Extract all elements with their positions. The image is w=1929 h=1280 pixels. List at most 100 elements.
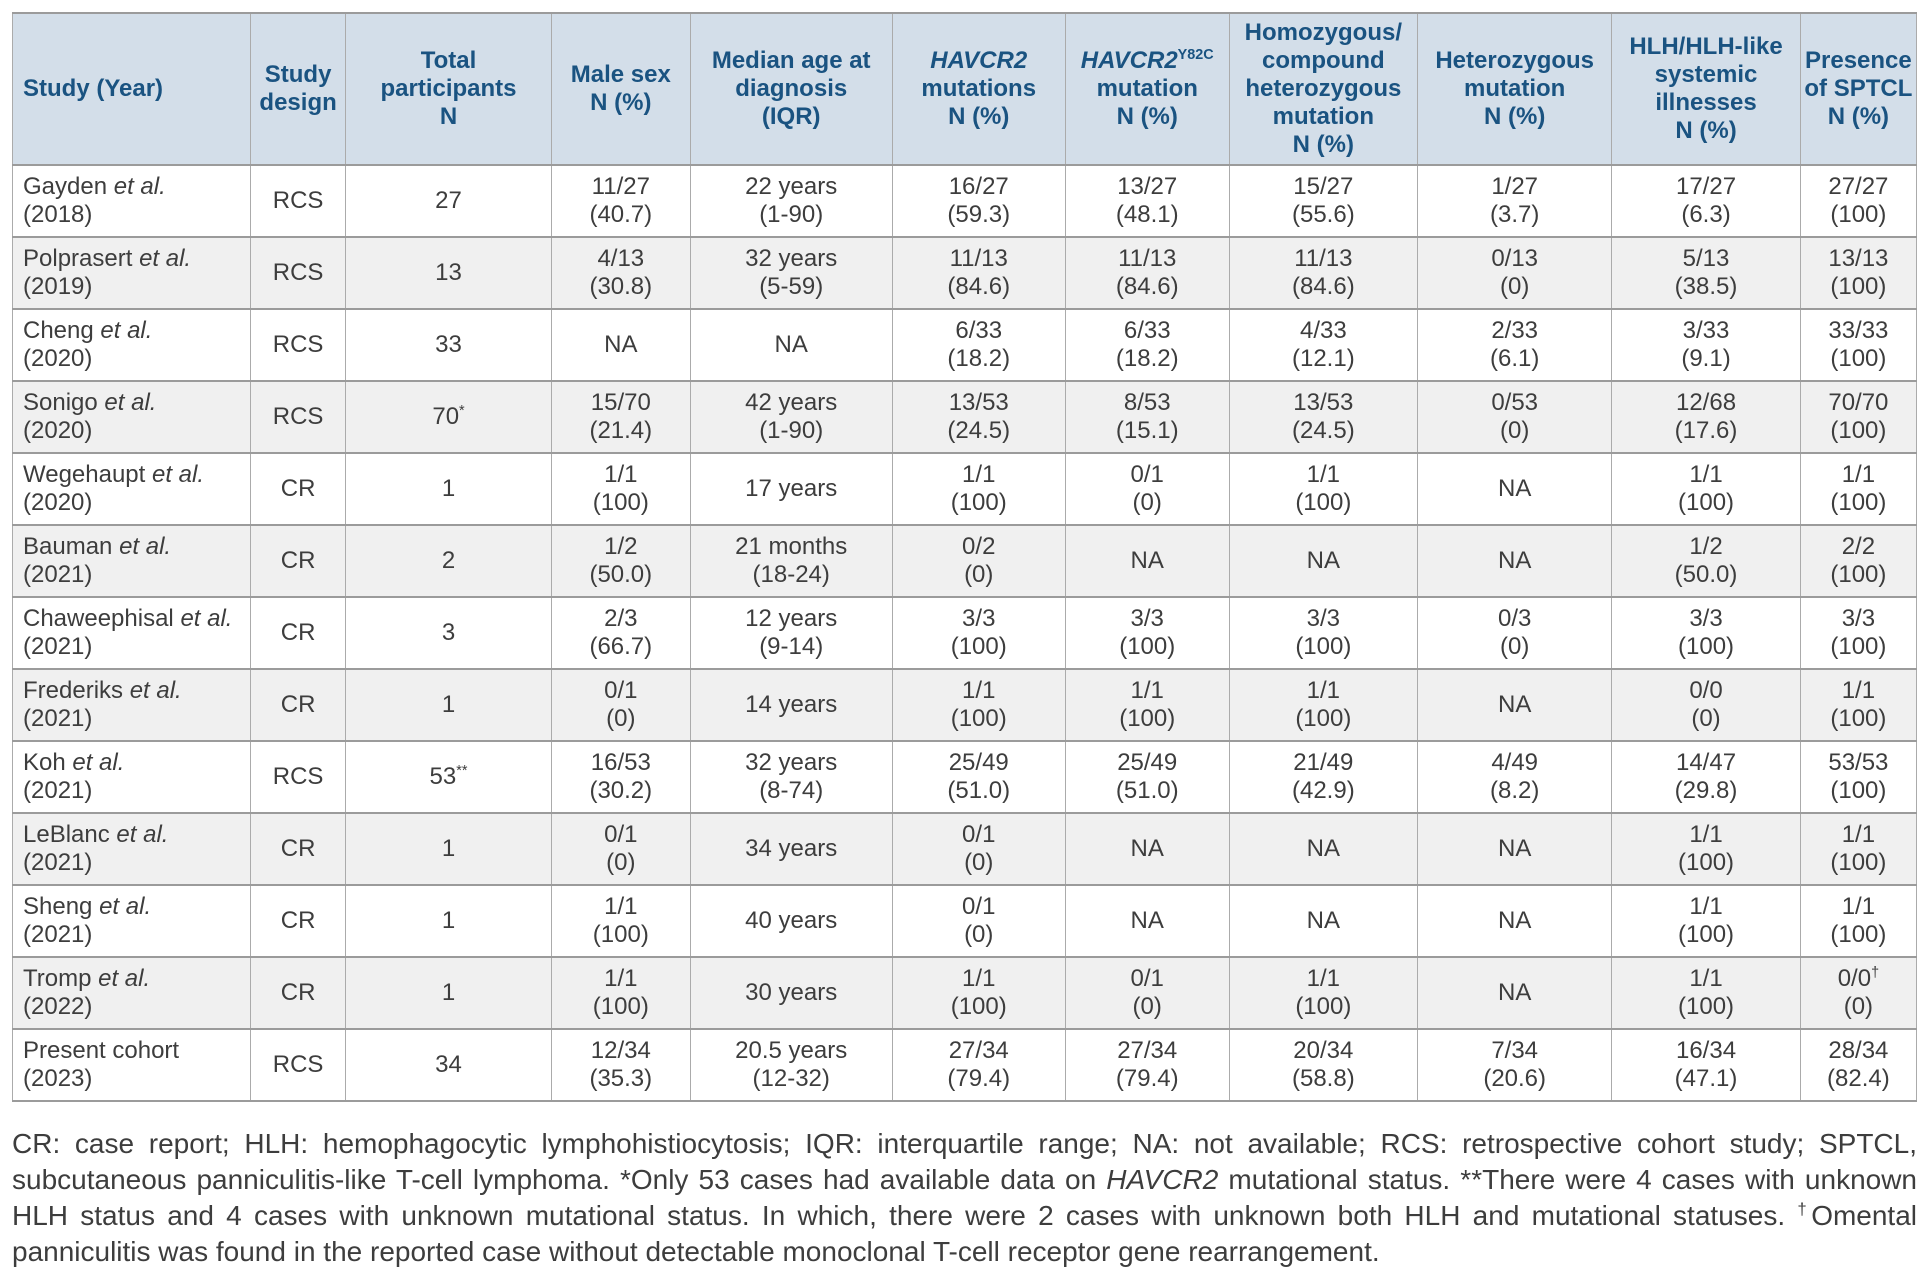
cell-study-design: RCS bbox=[249, 1028, 347, 1102]
cell-male-sex: 15/70 (21.4) bbox=[550, 380, 691, 454]
cell-study-design: RCS bbox=[249, 380, 347, 454]
cell-median-age: 34 years bbox=[689, 812, 893, 886]
cell-study-design: CR bbox=[249, 812, 347, 886]
cell-presence-of-sptcl: 53/53 (100) bbox=[1799, 740, 1918, 814]
table-row-cheng-2020: Cheng et al. (2020) RCS 33 NA NA 6/33 (18.2) 6/3… bbox=[12, 308, 1918, 382]
cell-median-age: 17 years bbox=[689, 452, 893, 526]
cell-total-participants: 1 bbox=[345, 884, 552, 958]
column-header-havcr2-y82c-mutation: HAVCR2Y82C mutation N (%) bbox=[1064, 12, 1230, 166]
cell-havcr2-mutations: 0/1 (0) bbox=[891, 884, 1066, 958]
cell-havcr2-mutations: 13/53 (24.5) bbox=[891, 380, 1066, 454]
cell-total-participants: 1 bbox=[345, 452, 552, 526]
cell-heterozygous-mutation: NA bbox=[1417, 956, 1613, 1030]
cell-study-year: Present cohort (2023) bbox=[12, 1028, 251, 1102]
cell-study-year: Koh et al. (2021) bbox=[12, 740, 251, 814]
cell-median-age: 32 years (5-59) bbox=[689, 236, 893, 310]
cell-presence-of-sptcl: 3/3 (100) bbox=[1799, 596, 1918, 670]
cell-homozygous-compound-heterozygous-mutation: 21/49 (42.9) bbox=[1228, 740, 1419, 814]
cell-male-sex: 11/27 (40.7) bbox=[550, 164, 691, 238]
cell-presence-of-sptcl: 1/1 (100) bbox=[1799, 452, 1918, 526]
cell-havcr2-y82c-mutation: 0/1 (0) bbox=[1064, 452, 1230, 526]
table-row-tromp-2022: Tromp et al. (2022) CR 1 1/1 (100) 30 years 1/1… bbox=[12, 956, 1918, 1030]
cell-homozygous-compound-heterozygous-mutation: 11/13 (84.6) bbox=[1228, 236, 1419, 310]
cell-havcr2-y82c-mutation: 27/34 (79.4) bbox=[1064, 1028, 1230, 1102]
cell-havcr2-mutations: 1/1 (100) bbox=[891, 668, 1066, 742]
cell-study-design: CR bbox=[249, 596, 347, 670]
cell-male-sex: 1/2 (50.0) bbox=[550, 524, 691, 598]
cell-havcr2-mutations: 6/33 (18.2) bbox=[891, 308, 1066, 382]
cell-median-age: 14 years bbox=[689, 668, 893, 742]
cell-hlh-systemic-illnesses: 1/1 (100) bbox=[1611, 452, 1801, 526]
table-row-bauman-2021: Bauman et al. (2021) CR 2 1/2 (50.0) 21 months… bbox=[12, 524, 1918, 598]
cell-presence-of-sptcl: 2/2 (100) bbox=[1799, 524, 1918, 598]
cell-study-year: Frederiks et al. (2021) bbox=[12, 668, 251, 742]
cell-hlh-systemic-illnesses: 3/33 (9.1) bbox=[1611, 308, 1801, 382]
cell-study-year: Bauman et al. (2021) bbox=[12, 524, 251, 598]
cell-hlh-systemic-illnesses: 5/13 (38.5) bbox=[1611, 236, 1801, 310]
cell-male-sex: 4/13 (30.8) bbox=[550, 236, 691, 310]
cell-total-participants: 13 bbox=[345, 236, 552, 310]
cell-homozygous-compound-heterozygous-mutation: 1/1 (100) bbox=[1228, 668, 1419, 742]
cell-total-participants: 2 bbox=[345, 524, 552, 598]
cell-havcr2-y82c-mutation: NA bbox=[1064, 812, 1230, 886]
table-row-polprasert-2019: Polprasert et al. (2019) RCS 13 4/13 (30.8) 32… bbox=[12, 236, 1918, 310]
cell-hlh-systemic-illnesses: 1/2 (50.0) bbox=[1611, 524, 1801, 598]
cell-havcr2-mutations: 1/1 (100) bbox=[891, 956, 1066, 1030]
cell-presence-of-sptcl: 1/1 (100) bbox=[1799, 668, 1918, 742]
cell-total-participants: 53** bbox=[345, 740, 552, 814]
cell-hlh-systemic-illnesses: 17/27 (6.3) bbox=[1611, 164, 1801, 238]
cell-median-age: 40 years bbox=[689, 884, 893, 958]
cell-havcr2-y82c-mutation: 13/27 (48.1) bbox=[1064, 164, 1230, 238]
cell-heterozygous-mutation: 0/13 (0) bbox=[1417, 236, 1613, 310]
cell-heterozygous-mutation: 0/3 (0) bbox=[1417, 596, 1613, 670]
table-row-sonigo-2020: Sonigo et al. (2020) RCS 70* 15/70 (21.4) 42 y… bbox=[12, 380, 1918, 454]
cell-hlh-systemic-illnesses: 12/68 (17.6) bbox=[1611, 380, 1801, 454]
cell-presence-of-sptcl: 0/0† (0) bbox=[1799, 956, 1918, 1030]
cell-hlh-systemic-illnesses: 16/34 (47.1) bbox=[1611, 1028, 1801, 1102]
cell-total-participants: 1 bbox=[345, 668, 552, 742]
cell-study-year: Gayden et al. (2018) bbox=[12, 164, 251, 238]
column-header-hlh-systemic-illnesses: HLH/HLH-like systemic illnesses N (%) bbox=[1611, 12, 1801, 166]
table-header: Study (Year) Study design Total participants… bbox=[12, 12, 1918, 166]
table-row-chaweephisal-2021: Chaweephisal et al. (2021) CR 3 2/3 (66.7) 12 … bbox=[12, 596, 1918, 670]
cell-total-participants: 1 bbox=[345, 956, 552, 1030]
cell-study-year: Tromp et al. (2022) bbox=[12, 956, 251, 1030]
cell-male-sex: 0/1 (0) bbox=[550, 812, 691, 886]
table-row-sheng-2021: Sheng et al. (2021) CR 1 1/1 (100) 40 years 0/1… bbox=[12, 884, 1918, 958]
cell-total-participants: 33 bbox=[345, 308, 552, 382]
table-row-gayden-2018: Gayden et al. (2018) RCS 27 11/27 (40.7) 22 ye… bbox=[12, 164, 1918, 238]
cell-hlh-systemic-illnesses: 1/1 (100) bbox=[1611, 884, 1801, 958]
cell-study-year: Sheng et al. (2021) bbox=[12, 884, 251, 958]
cell-hlh-systemic-illnesses: 14/47 (29.8) bbox=[1611, 740, 1801, 814]
cell-heterozygous-mutation: NA bbox=[1417, 524, 1613, 598]
cell-median-age: 22 years (1-90) bbox=[689, 164, 893, 238]
cell-heterozygous-mutation: 0/53 (0) bbox=[1417, 380, 1613, 454]
cell-heterozygous-mutation: NA bbox=[1417, 668, 1613, 742]
cell-total-participants: 1 bbox=[345, 812, 552, 886]
cell-study-design: RCS bbox=[249, 308, 347, 382]
cell-median-age: 21 months (18-24) bbox=[689, 524, 893, 598]
column-header-median-age: Median age at diagnosis (IQR) bbox=[689, 12, 893, 166]
cell-median-age: 30 years bbox=[689, 956, 893, 1030]
cell-study-design: CR bbox=[249, 956, 347, 1030]
cell-study-design: RCS bbox=[249, 740, 347, 814]
cell-presence-of-sptcl: 1/1 (100) bbox=[1799, 884, 1918, 958]
cell-presence-of-sptcl: 28/34 (82.4) bbox=[1799, 1028, 1918, 1102]
column-header-study-design: Study design bbox=[249, 12, 347, 166]
cell-study-design: CR bbox=[249, 884, 347, 958]
cell-presence-of-sptcl: 27/27 (100) bbox=[1799, 164, 1918, 238]
cell-havcr2-y82c-mutation: 6/33 (18.2) bbox=[1064, 308, 1230, 382]
cell-homozygous-compound-heterozygous-mutation: 4/33 (12.1) bbox=[1228, 308, 1419, 382]
cell-hlh-systemic-illnesses: 0/0 (0) bbox=[1611, 668, 1801, 742]
cell-heterozygous-mutation: 2/33 (6.1) bbox=[1417, 308, 1613, 382]
cell-total-participants: 34 bbox=[345, 1028, 552, 1102]
footnote-text: CR: case report; HLH: hemophagocytic lym… bbox=[12, 1128, 1918, 1267]
cell-havcr2-y82c-mutation: NA bbox=[1064, 884, 1230, 958]
cell-study-year: Wegehaupt et al. (2020) bbox=[12, 452, 251, 526]
cell-homozygous-compound-heterozygous-mutation: 1/1 (100) bbox=[1228, 956, 1419, 1030]
cell-male-sex: 12/34 (35.3) bbox=[550, 1028, 691, 1102]
studies-comparison-table: Study (Year) Study design Total participants… bbox=[12, 12, 1918, 1102]
cell-median-age: 32 years (8-74) bbox=[689, 740, 893, 814]
cell-median-age: 20.5 years (12-32) bbox=[689, 1028, 893, 1102]
